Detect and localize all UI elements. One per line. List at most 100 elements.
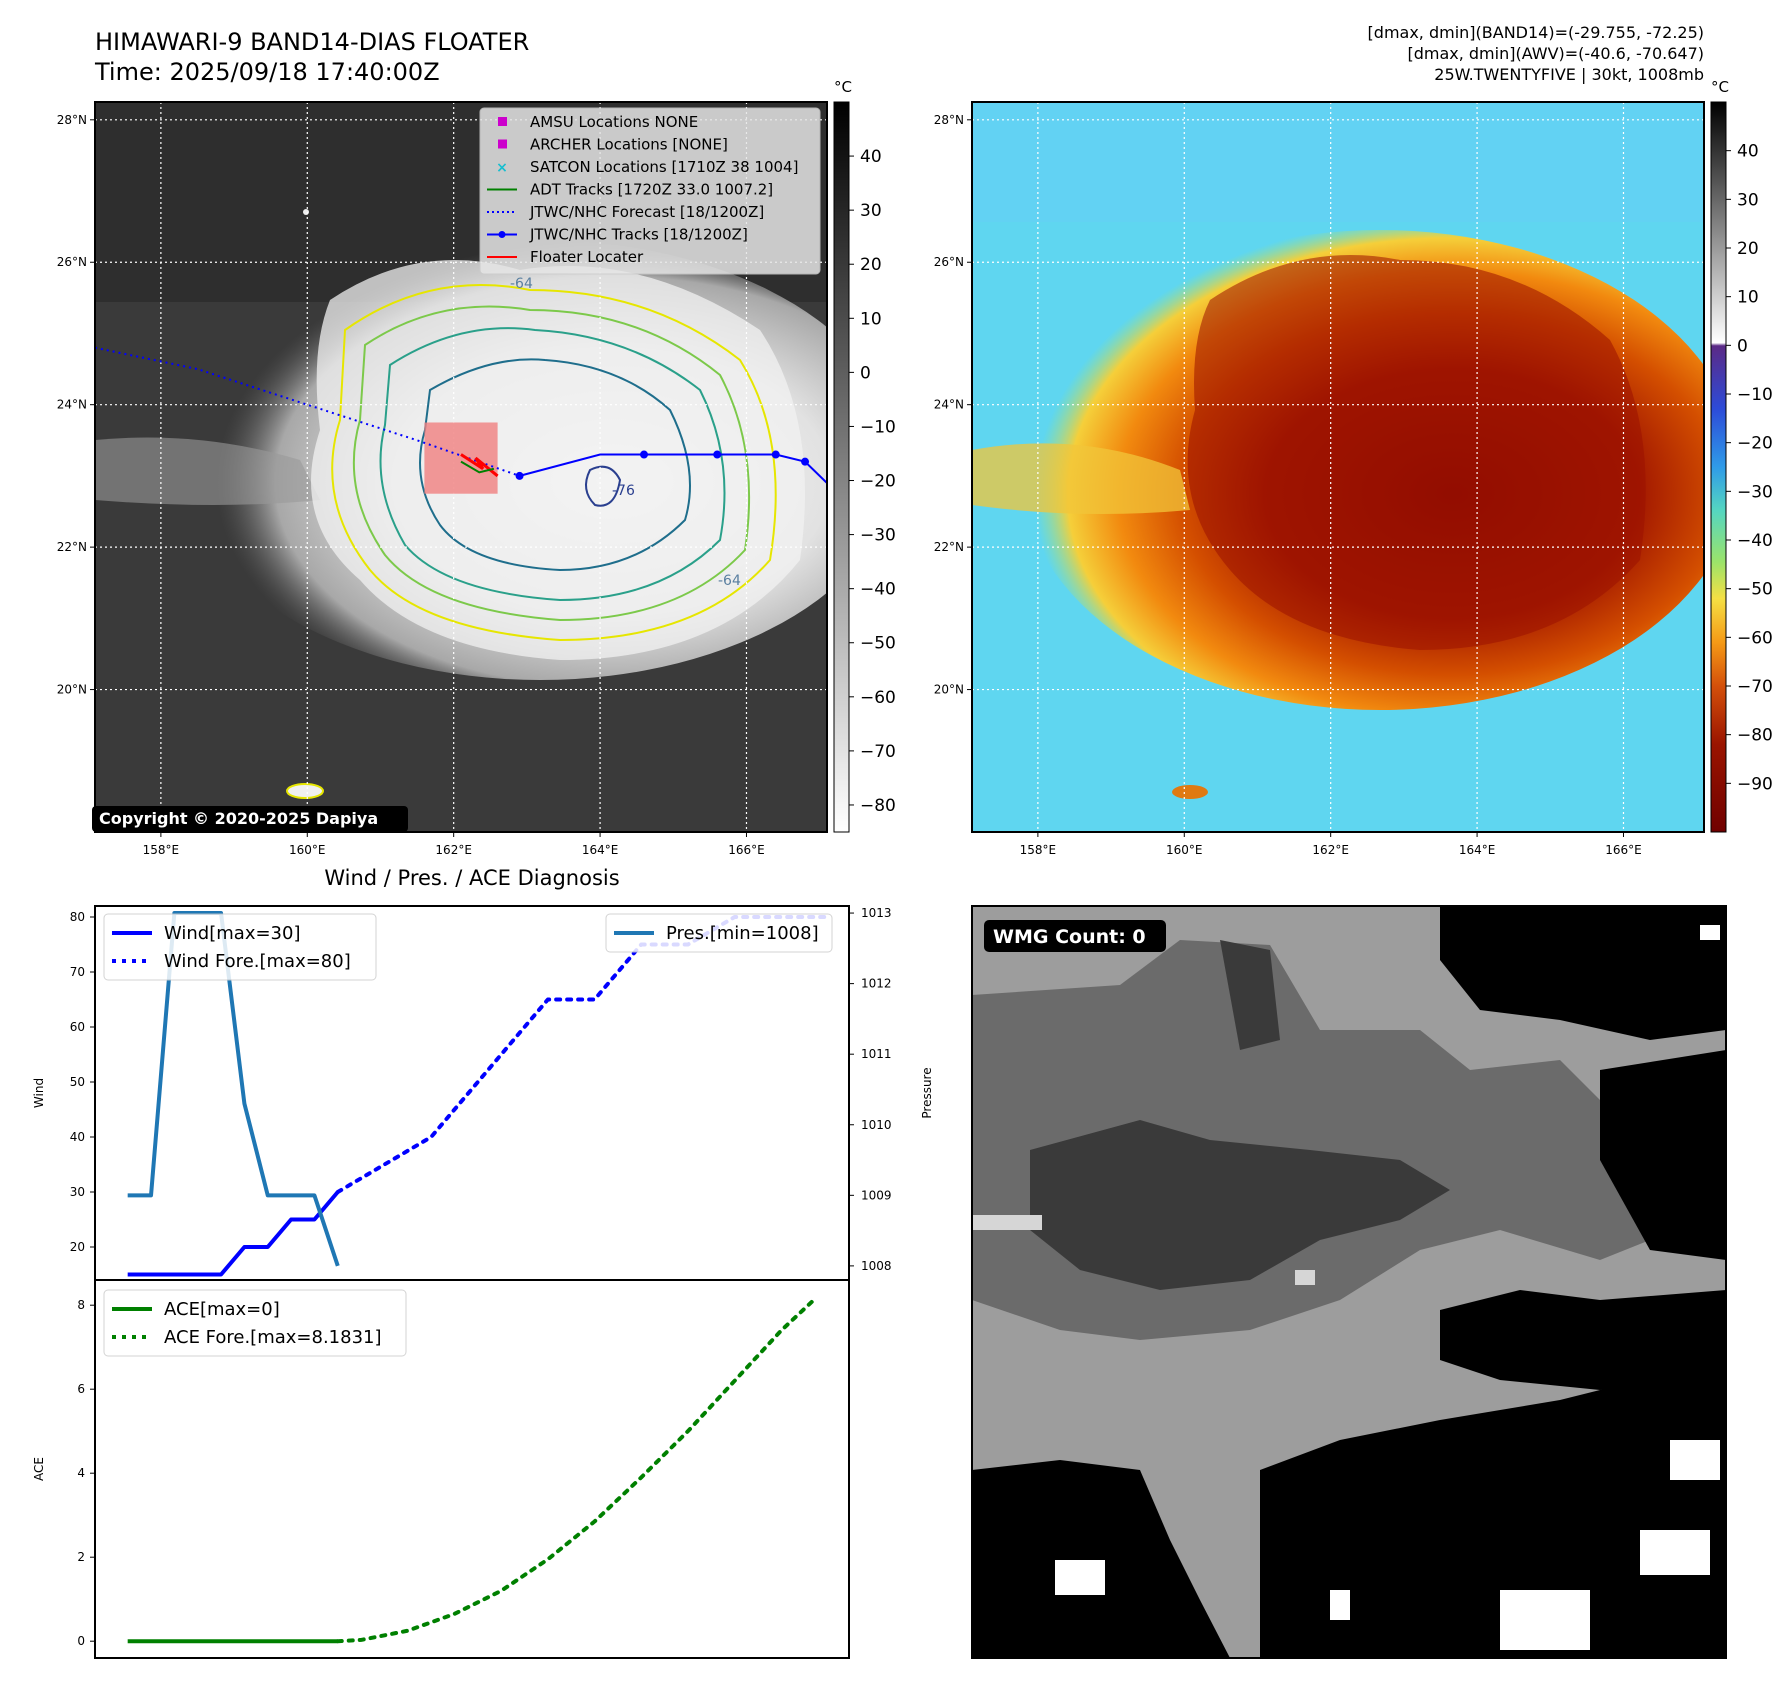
legend-marker: [498, 139, 507, 149]
y2-tick-label: 1009: [861, 1188, 892, 1202]
colorbar-tick-label: −80: [860, 796, 896, 816]
colorbar-tick-label: 10: [1737, 288, 1759, 308]
legend-label: ARCHER Locations [NONE]: [530, 136, 728, 154]
wmg-count-box: [984, 920, 1166, 952]
lat-tick-label: 20°N: [934, 683, 964, 697]
legend-item: JTWC/NHC Tracks [18/1200Z]: [487, 226, 748, 244]
y2-tick-label: 1013: [861, 906, 892, 920]
floater-box: [424, 422, 498, 494]
colorbar-unit: °C: [1711, 78, 1729, 96]
lat-tick-label: 22°N: [934, 540, 964, 554]
colorbar-tick-label: −60: [1737, 628, 1773, 648]
colorbar-tick-label: −10: [860, 417, 896, 437]
colorbar-tick-label: −10: [1737, 385, 1773, 405]
y-tick-label: 30: [70, 1185, 85, 1199]
chart-legend-label: Wind[max=30]: [164, 923, 301, 944]
legend-box: [479, 107, 821, 275]
legend-item: JTWC/NHC Forecast [18/1200Z]: [487, 203, 764, 221]
y2-tick-label: 1010: [861, 1118, 892, 1132]
jtwc-track-point: [771, 450, 780, 459]
contour-label: -64: [718, 573, 741, 589]
series-line: [127, 911, 340, 1267]
lon-tick-label: 162°E: [1312, 843, 1349, 857]
chart-legend-label: ACE Fore.[max=8.1831]: [164, 1327, 382, 1348]
y-tick-label: 20: [70, 1240, 85, 1254]
y-tick-label: 70: [70, 965, 85, 979]
lon-tick-label: 164°E: [582, 843, 619, 857]
copyright-box: [92, 806, 408, 832]
legend-item: Floater Locater: [487, 248, 644, 266]
colorbar-tick-label: −20: [1737, 434, 1773, 454]
chart-legend-label: Wind Fore.[max=80]: [164, 951, 351, 972]
floater-locater: [460, 453, 499, 478]
contour-label: -76: [612, 483, 635, 499]
jtwc-track-point: [515, 471, 524, 480]
lon-tick-label: 166°E: [728, 843, 765, 857]
contour-label: -64: [510, 276, 533, 292]
y-tick-label: 6: [77, 1382, 85, 1396]
ir-gray-map: 158°E 160°E 162°E 164°E 166°E 28°N 26°N 24°N 22°…: [57, 101, 828, 857]
adt-track: [460, 460, 495, 474]
chart-legend-box: [103, 913, 377, 981]
lon-tick-label: 160°E: [1166, 843, 1203, 857]
y2-tick-label: 1008: [861, 1259, 892, 1273]
info-band14: [dmax, dmin](BAND14)=(-29.755, -72.25): [1368, 23, 1704, 42]
y2-tick-label: 1011: [861, 1047, 892, 1061]
lat-tick-label: 20°N: [57, 683, 87, 697]
y-tick-label: 8: [77, 1298, 85, 1312]
legend-label: JTWC/NHC Forecast [18/1200Z]: [529, 203, 764, 221]
colorbar-tick-label: 0: [860, 363, 871, 383]
ace-chart: 0 2 4 6 8 ACE ACE[max=0] ACE Fore.[max=8.1831]: [32, 1279, 850, 1659]
lat-tick-label: 28°N: [57, 113, 87, 127]
y-tick-label: 4: [77, 1466, 85, 1480]
lat-tick-label: 26°N: [57, 255, 87, 269]
colorbar-tick-label: −20: [860, 472, 896, 492]
colorbar-tick-label: −50: [860, 634, 896, 654]
wind-pressure-chart: 20 30 40 50 60 70 80 Wind 1008 1009 1010 1011 1012 10…: [32, 905, 934, 1281]
colorbar-tick-label: 30: [1737, 190, 1759, 210]
lon-tick-label: 158°E: [1020, 843, 1057, 857]
colorbar-tick-label: 20: [1737, 239, 1759, 259]
color-colorbar: °C 40 30 20 10 0 −10 −20 −30 −40 −50 −60 −70 −80 −90: [1710, 78, 1773, 833]
colorbar-tick-label: −70: [860, 742, 896, 762]
chart-legend-box: [103, 1289, 407, 1357]
figure-time: Time: 2025/09/18 17:40:00Z: [94, 58, 440, 86]
legend-label: AMSU Locations NONE: [530, 113, 698, 131]
lat-tick-label: 22°N: [57, 540, 87, 554]
colorbar-tick-label: 30: [860, 201, 882, 221]
colorbar-tick-label: −80: [1737, 726, 1773, 746]
gray-colorbar: °C 40 30 20 10 0 −10 −20 −30 −40 −50 −60 −70 −80: [833, 78, 896, 833]
y-axis-label: ACE: [32, 1457, 46, 1481]
wmg-map: WMG Count: 0: [971, 905, 1727, 1659]
colorbar-tick-label: −40: [860, 580, 896, 600]
y-tick-label: 2: [77, 1550, 85, 1564]
y-tick-label: 50: [70, 1075, 85, 1089]
lon-tick-label: 158°E: [143, 843, 180, 857]
legend-marker: ×: [496, 160, 508, 176]
legend-label: SATCON Locations [1710Z 38 1004]: [530, 158, 798, 176]
jtwc-track-point: [640, 450, 648, 459]
y-tick-label: 80: [70, 910, 85, 924]
colorbar-tick-label: −30: [860, 526, 896, 546]
lon-tick-label: 162°E: [435, 843, 472, 857]
info-storm: 25W.TWENTYFIVE | 30kt, 1008mb: [1434, 65, 1704, 84]
lat-tick-label: 28°N: [934, 113, 964, 127]
y-tick-label: 0: [77, 1634, 85, 1648]
legend-marker: [498, 231, 506, 238]
colorbar-tick-label: −70: [1737, 677, 1773, 697]
legend-item: ADT Tracks [1720Z 33.0 1007.2]: [487, 181, 773, 199]
y2-axis-label: Pressure: [920, 1067, 934, 1118]
colorbar-tick-label: −30: [1737, 482, 1773, 502]
colorbar-tick-label: −90: [1737, 774, 1773, 794]
colorbar-tick-label: 0: [1737, 336, 1748, 356]
figure-title: HIMAWARI-9 BAND14-DIAS FLOATER: [95, 28, 529, 56]
ir-color-map: 158°E 160°E 162°E 164°E 166°E 28°N 26°N 24°N 22°…: [934, 101, 1705, 857]
chart-legend-label: ACE[max=0]: [164, 1299, 280, 1320]
lat-tick-label: 24°N: [934, 398, 964, 412]
lat-tick-label: 26°N: [934, 255, 964, 269]
series-line: [335, 1295, 819, 1644]
legend-label: ADT Tracks [1720Z 33.0 1007.2]: [530, 181, 773, 199]
colorbar-tick-label: −40: [1737, 531, 1773, 551]
y-tick-label: 60: [70, 1020, 85, 1034]
